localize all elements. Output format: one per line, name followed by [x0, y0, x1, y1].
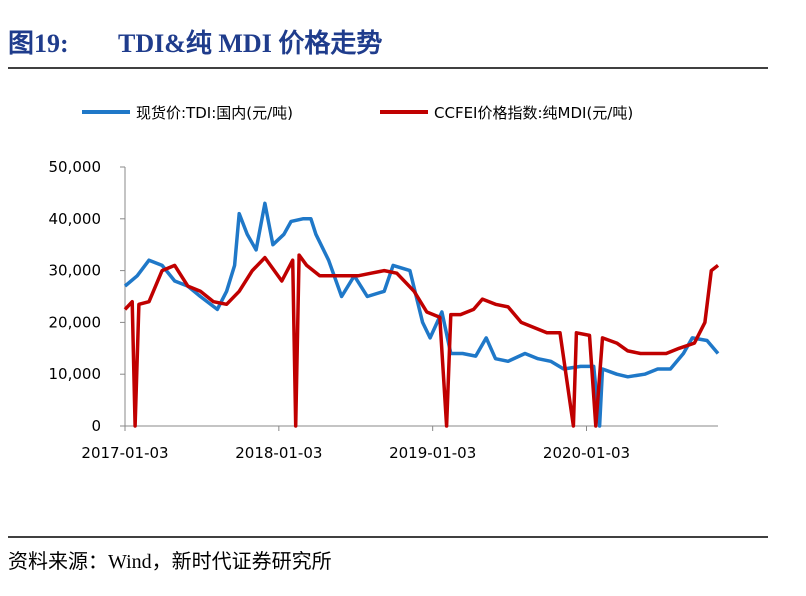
series-line: [123, 253, 720, 428]
chart-title: TDI&纯 MDI 价格走势: [118, 28, 382, 58]
series-line: [123, 201, 720, 428]
x-tick-label: 2019-01-03: [389, 444, 476, 462]
y-tick-label: 20,000: [49, 313, 102, 331]
legend-label: 现货价:TDI:国内(元/吨): [136, 104, 293, 122]
figure-label: 图19:: [8, 29, 69, 58]
y-tick-label: 40,000: [49, 210, 102, 228]
y-tick-label: 30,000: [49, 262, 102, 280]
y-tick-label: 10,000: [49, 365, 102, 383]
y-tick-label: 0: [91, 417, 101, 435]
source-note: 资料来源：Wind，新时代证券研究所: [8, 550, 332, 573]
x-tick-label: 2020-01-03: [543, 444, 630, 462]
x-tick-label: 2018-01-03: [235, 444, 322, 462]
legend-label: CCFEI价格指数:纯MDI(元/吨): [434, 104, 633, 122]
x-tick-label: 2017-01-03: [81, 444, 168, 462]
y-tick-label: 50,000: [49, 158, 102, 176]
